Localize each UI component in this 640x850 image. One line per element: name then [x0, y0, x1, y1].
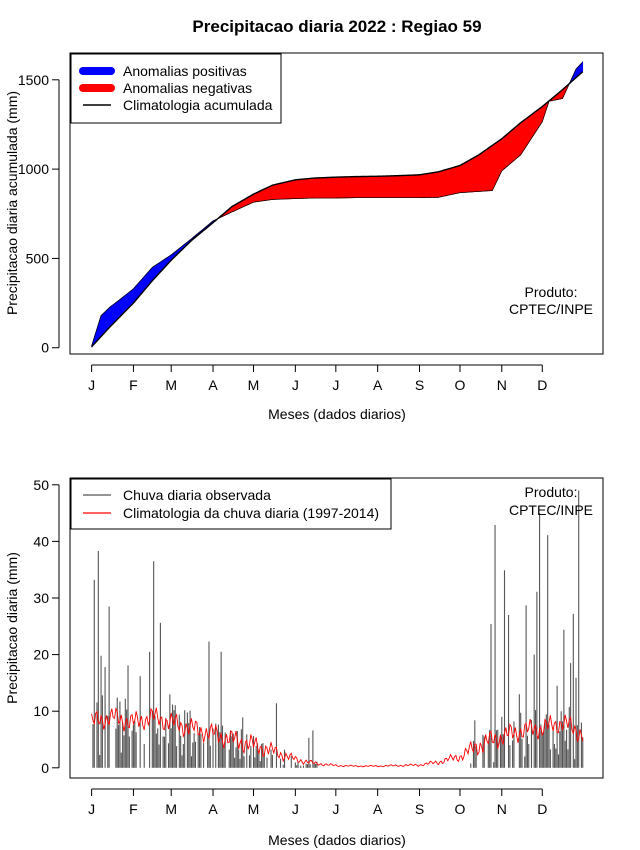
cumulative-x-tick-label: A: [208, 377, 218, 393]
legend-label-observed: Chuva diaria observada: [123, 487, 271, 503]
daily-x-tick-label: D: [537, 801, 547, 817]
daily-y-tick-label: 50: [33, 477, 49, 493]
daily-y-tick-label: 20: [33, 647, 49, 663]
cumulative-y-tick-label: 500: [26, 250, 50, 266]
daily-x-tick-label: J: [332, 801, 339, 817]
cumulative-x-tick-label: A: [373, 377, 383, 393]
daily-chart-panel: J F M A M J J A S O N D 0 10 20 30 40 50 Precipitacao di…: [4, 477, 604, 848]
product-note-line2-daily: CPTEC/INPE: [509, 502, 593, 518]
legend-label-positive: Anomalias positivas: [123, 63, 247, 79]
product-note-line1-daily: Produto:: [525, 484, 578, 500]
cumulative-x-tick-label: M: [165, 377, 177, 393]
daily-plot-frame: [69, 477, 604, 779]
daily-x-tick-label: M: [248, 801, 260, 817]
cumulative-x-tick-label: J: [88, 377, 95, 393]
daily-y-tick-label: 10: [33, 703, 49, 719]
cumulative-x-tick-label: M: [248, 377, 260, 393]
daily-y-tick-label: 40: [33, 533, 49, 549]
cumulative-x-tick-label: N: [497, 377, 507, 393]
figure-title: Precipitacao diaria 2022 : Regiao 59: [192, 17, 481, 36]
cumulative-y-axis: 0 500 1000 1500: [18, 72, 60, 356]
daily-x-tick-label: S: [415, 801, 424, 817]
daily-x-tick-label: M: [165, 801, 177, 817]
daily-legend: Chuva diaria observada Climatologia da c…: [70, 478, 392, 530]
daily-x-tick-label: O: [455, 801, 466, 817]
cumulative-x-axis-label: Meses (dados diarios): [268, 406, 406, 422]
cumulative-x-tick-label: J: [292, 377, 299, 393]
daily-x-tick-label: J: [292, 801, 299, 817]
legend-label-climatology-daily: Climatologia da chuva diaria (1997-2014): [123, 505, 379, 521]
observed-cumulative-line: [91, 61, 584, 347]
cumulative-y-tick-label: 1500: [18, 72, 49, 88]
cumulative-legend: Anomalias positivas Anomalias negativas …: [70, 53, 282, 124]
cumulative-x-tick-label: F: [129, 377, 138, 393]
cumulative-line-layer: [91, 61, 584, 348]
legend-label-negative: Anomalias negativas: [123, 80, 252, 96]
daily-legend-box: [70, 478, 392, 530]
cumulative-x-tick-label: S: [415, 377, 424, 393]
cumulative-chart-panel: J F M A M J J A S O N D 0 500 1000 1500 Precipitacao d…: [4, 52, 604, 422]
daily-x-tick-label: A: [373, 801, 383, 817]
product-note-line2: CPTEC/INPE: [509, 301, 593, 317]
daily-climatology-line: [91, 707, 584, 768]
daily-climatology-layer: [91, 707, 584, 768]
climatology-cumulative-line: [91, 71, 584, 348]
cumulative-x-tick-label: D: [537, 377, 547, 393]
daily-observed-bar-layer: [92, 490, 584, 768]
cumulative-plot-frame: [69, 52, 604, 355]
daily-x-axis-label: Meses (dados diarios): [268, 832, 406, 848]
cumulative-x-tick-label: O: [455, 377, 466, 393]
product-note-line1: Produto:: [525, 284, 578, 300]
cumulative-y-tick-label: 0: [41, 340, 49, 356]
daily-y-tick-label: 0: [41, 760, 49, 776]
cumulative-x-tick-label: J: [332, 377, 339, 393]
daily-x-tick-label: F: [129, 801, 138, 817]
daily-y-tick-label: 30: [33, 590, 49, 606]
daily-y-axis-label: Precipitacao diaria (mm): [4, 552, 20, 704]
daily-x-tick-label: N: [497, 801, 507, 817]
daily-y-axis: 0 10 20 30 40 50: [33, 477, 60, 776]
cumulative-y-tick-label: 1000: [18, 161, 49, 177]
legend-label-climatology-cum: Climatologia acumulada: [123, 97, 273, 113]
cumulative-y-axis-label: Precipitacao diaria acumulada (mm): [4, 91, 20, 315]
daily-x-tick-label: J: [88, 801, 95, 817]
daily-x-tick-label: A: [208, 801, 218, 817]
